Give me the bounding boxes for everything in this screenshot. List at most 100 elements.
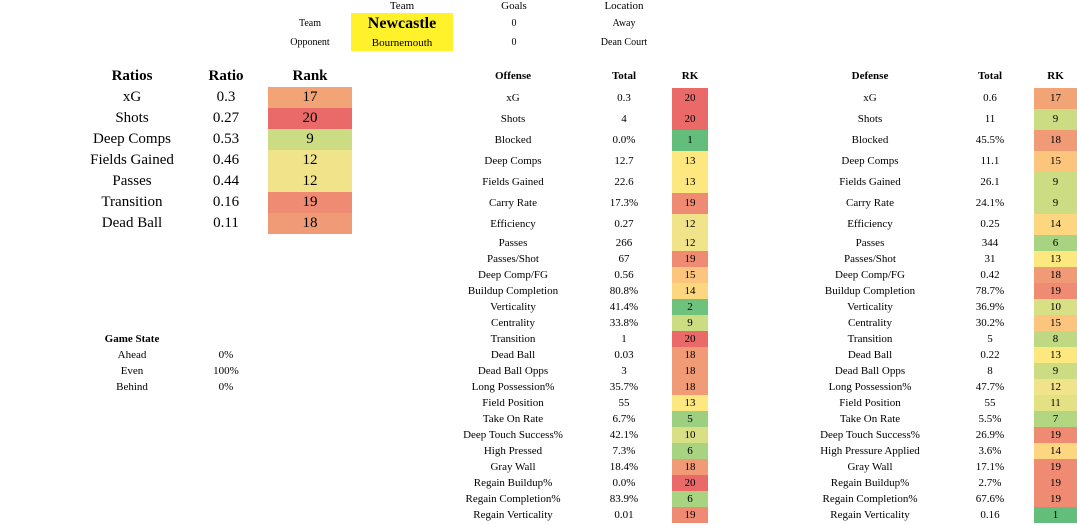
offense-stat-total: 0.27 (614, 218, 634, 230)
defense-stat-total: 5.5% (978, 413, 1002, 425)
defense-rank-cell: 9 (1034, 193, 1077, 214)
defense-stat-total: 0.16 (980, 509, 1000, 521)
offense-rank-cell: 2 (672, 299, 708, 315)
defense-stat-total: 78.7% (975, 285, 1005, 297)
defense-rank-cell: 19 (1034, 283, 1077, 299)
defense-rank-cell: 6 (1034, 235, 1077, 251)
defense-stat-name: Deep Comps (841, 155, 899, 167)
offense-stat-name: Buildup Completion (467, 285, 559, 297)
ratio-name: Dead Ball (101, 215, 163, 231)
ratio-name: xG (122, 89, 142, 105)
defense-stat-total: 11.1 (980, 155, 1000, 167)
game-state-value: 0% (218, 381, 234, 393)
defense-rank-cell: 14 (1034, 214, 1077, 235)
defense-stat-total: 11 (984, 113, 996, 125)
offense-stat-total: 42.1% (609, 429, 639, 441)
offense-stat-total: 41.4% (609, 301, 639, 313)
offense-stat-name: Verticality (490, 301, 536, 313)
ratio-name: Transition (101, 194, 163, 210)
offense-stat-name: Deep Comp/FG (478, 269, 548, 281)
rank-cell: 20 (268, 108, 352, 129)
offense-stat-total: 0.56 (614, 269, 634, 281)
defense-rank-cell: 7 (1034, 411, 1077, 427)
offense-rank-cell: 19 (672, 251, 708, 267)
rank-header: Rank (292, 68, 328, 84)
offense-stat-total: 55 (618, 397, 630, 409)
defense-stat-name: Carry Rate (846, 197, 894, 209)
offense-rank-cell: 15 (672, 267, 708, 283)
ratio-name: Deep Comps (93, 131, 171, 147)
defense-rank-cell: 11 (1034, 395, 1077, 411)
defense-stat-name: Fields Gained (839, 176, 901, 188)
game-state-label: Even (120, 365, 144, 377)
team-location: Away (612, 18, 636, 29)
defense-stat-total: 2.7% (978, 477, 1002, 489)
rank-cell: 12 (268, 150, 352, 171)
defense-stat-total: 17.1% (975, 461, 1005, 473)
defense-stat-total: 26.1 (980, 176, 1000, 188)
defense-stat-total: 8 (987, 365, 993, 377)
defense-rank-cell: 10 (1034, 299, 1077, 315)
offense-stat-name: High Pressed (483, 445, 543, 457)
offense-stat-total: 0.0% (612, 477, 636, 489)
offense-stat-total: 80.8% (609, 285, 639, 297)
offense-stat-name: Passes/Shot (487, 253, 539, 265)
defense-stat-name: Buildup Completion (824, 285, 916, 297)
defense-stat-total: 0.42 (980, 269, 1000, 281)
offense-stat-total: 3 (621, 365, 627, 377)
defense-stat-name: High Pressure Applied (820, 445, 920, 457)
offense-rk-header: RK (681, 70, 699, 82)
game-state-title: Game State (104, 333, 160, 345)
offense-stat-name: Transition (490, 333, 536, 345)
offense-stat-total: 0.03 (614, 349, 634, 361)
offense-stat-name: Long Possession% (471, 381, 555, 393)
defense-stat-total: 36.9% (975, 301, 1005, 313)
game-state-label: Ahead (117, 349, 147, 361)
ratio-header: Ratio (208, 68, 244, 84)
ratio-value: 0.11 (213, 215, 239, 231)
defense-stat-total: 0.25 (980, 218, 1000, 230)
defense-stat-name: Transition (847, 333, 893, 345)
team-name: Newcastle (367, 15, 437, 32)
ratio-value: 0.3 (216, 89, 236, 105)
defense-total-header: Total (977, 70, 1003, 82)
defense-rank-cell: 17 (1034, 88, 1077, 109)
offense-rank-cell: 19 (672, 193, 708, 214)
opponent-name: Bournemouth (371, 37, 433, 49)
offense-rank-cell: 10 (672, 427, 708, 443)
offense-stat-total: 0.0% (612, 134, 636, 146)
offense-rank-cell: 14 (672, 283, 708, 299)
offense-rank-cell: 13 (672, 151, 708, 172)
offense-rank-cell: 20 (672, 109, 708, 130)
offense-rank-cell: 20 (672, 88, 708, 109)
defense-stat-name: Field Position (839, 397, 901, 409)
offense-stat-name: Centrality (491, 317, 535, 329)
offense-stat-total: 6.7% (612, 413, 636, 425)
ratio-value: 0.27 (212, 110, 240, 126)
offense-stat-total: 17.3% (609, 197, 639, 209)
game-state-value: 100% (213, 365, 239, 377)
location-column-header: Location (604, 0, 644, 12)
offense-rank-cell: 6 (672, 491, 708, 507)
ratio-value: 0.46 (212, 152, 240, 168)
team-column-header: Team (389, 0, 415, 12)
defense-stat-name: Passes (855, 237, 885, 249)
defense-rank-cell: 9 (1034, 172, 1077, 193)
defense-rank-cell: 9 (1034, 109, 1077, 130)
offense-stat-total: 83.9% (609, 493, 639, 505)
defense-stat-total: 3.6% (978, 445, 1002, 457)
offense-rank-cell: 13 (672, 172, 708, 193)
defense-stat-name: Dead Ball Opps (834, 365, 906, 377)
offense-stat-name: Carry Rate (489, 197, 537, 209)
ratio-value: 0.53 (212, 131, 240, 147)
defense-stat-total: 344 (981, 237, 999, 249)
offense-stat-name: Take On Rate (482, 413, 544, 425)
offense-stat-name: Regain Buildup% (473, 477, 553, 489)
ratio-name: Fields Gained (90, 152, 174, 168)
offense-rank-cell: 19 (672, 507, 708, 523)
offense-header: Offense (494, 70, 532, 82)
defense-rank-cell: 19 (1034, 475, 1077, 491)
game-state-label: Behind (116, 381, 148, 393)
defense-rank-cell: 13 (1034, 347, 1077, 363)
ratio-value: 0.44 (212, 173, 240, 189)
